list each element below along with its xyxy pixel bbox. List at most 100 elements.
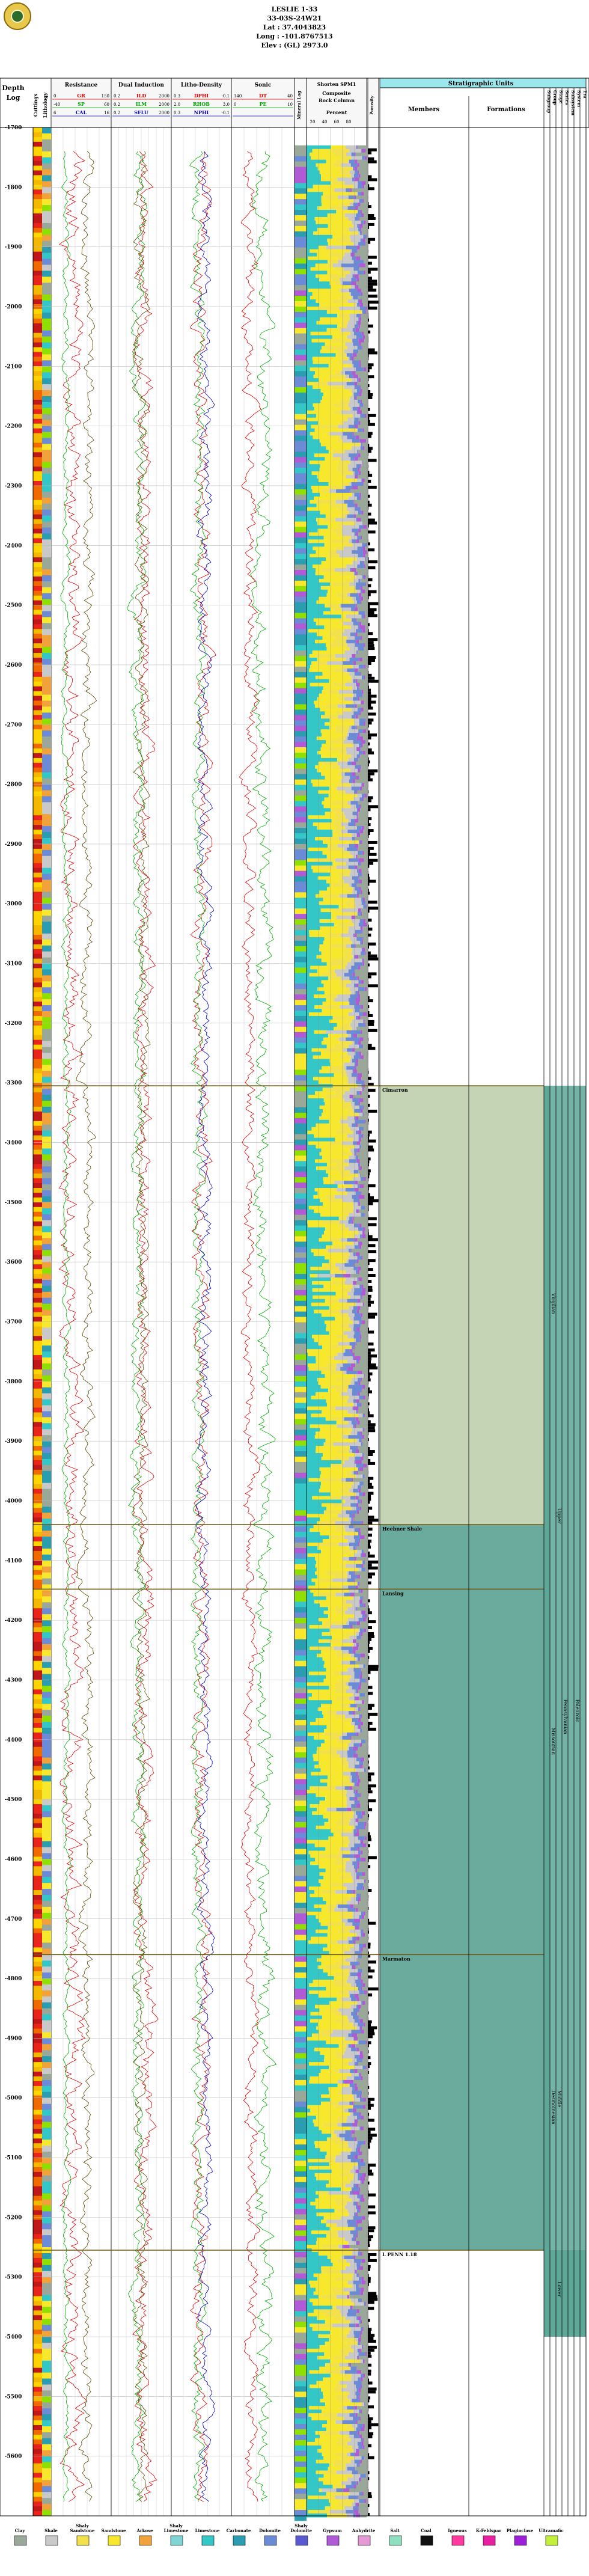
- composite-cell: [345, 1205, 354, 1210]
- lithology-cell: [42, 1059, 51, 1065]
- cuttings-cell: [33, 1957, 42, 1962]
- composite-cell: [356, 984, 359, 988]
- composite-cell: [307, 252, 317, 257]
- composite-cell: [361, 1335, 367, 1339]
- composite-cell: [362, 1589, 367, 1593]
- composite-cell: [359, 976, 367, 981]
- composite-cell: [358, 1023, 365, 1027]
- cuttings-cell: [33, 667, 42, 673]
- mineral-cell: [294, 817, 307, 823]
- composite-cell: [346, 1689, 356, 1693]
- mineral-cell: [294, 1715, 307, 1721]
- composite-cell: [356, 1750, 367, 1755]
- composite-cell: [321, 980, 340, 984]
- lithology-cell: [42, 1112, 51, 1119]
- lithology-cell: [42, 1769, 51, 1776]
- lithology-cell: [42, 1130, 51, 1137]
- composite-cell: [360, 1055, 364, 1059]
- composite-cell: [353, 1170, 358, 1174]
- composite-cell: [355, 779, 367, 784]
- composite-cell: [355, 1650, 367, 1654]
- composite-cell: [307, 1689, 308, 1693]
- composite-cell: [347, 464, 356, 468]
- mineral-cell: [294, 1015, 307, 1022]
- mineral-cell: [294, 1193, 307, 1199]
- composite-cell: [353, 203, 358, 207]
- mineral-cell: [294, 2026, 307, 2032]
- composite-cell: [362, 1814, 367, 1819]
- lithology-cell: [42, 826, 51, 833]
- mineral-cell: [294, 1913, 307, 1920]
- cuttings-cell: [33, 1842, 42, 1848]
- composite-cell: [326, 994, 338, 999]
- cuttings-cell: [33, 146, 42, 152]
- composite-cell: [319, 890, 346, 895]
- composite-cell: [354, 1148, 358, 1152]
- composite-cell: [357, 1814, 362, 1819]
- composite-cell: [346, 564, 358, 569]
- composite-cell: [341, 1782, 353, 1787]
- lithology-cell: [42, 910, 51, 916]
- composite-cell: [354, 1653, 361, 1658]
- composite-cell: [353, 1668, 361, 1672]
- composite-cell: [307, 640, 316, 644]
- composite-cell: [365, 1395, 367, 1400]
- composite-cell: [341, 1073, 347, 1077]
- composite-cell: [307, 1331, 329, 1335]
- cuttings-cell: [33, 830, 42, 835]
- composite-cell: [361, 148, 362, 153]
- composite-cell: [307, 1804, 310, 1808]
- mineral-cell: [294, 2198, 307, 2204]
- cuttings-cell: [33, 1474, 42, 1480]
- composite-cell: [319, 1152, 343, 1156]
- composite-cell: [361, 1668, 367, 1672]
- composite-cell: [358, 417, 367, 422]
- cuttings-cell: [33, 1412, 42, 1418]
- composite-cell: [335, 726, 350, 730]
- composite-cell: [346, 245, 357, 250]
- lithology-cell: [42, 187, 51, 194]
- composite-cell: [363, 1944, 367, 1948]
- cuttings-cell: [33, 471, 42, 477]
- composite-cell: [315, 704, 326, 708]
- composite-cell: [314, 1030, 322, 1035]
- composite-cell: [365, 557, 367, 561]
- composite-cell: [361, 1793, 367, 1797]
- composite-cell: [347, 1754, 353, 1758]
- composite-cell: [362, 1384, 365, 1389]
- composite-cell: [307, 1954, 322, 1959]
- composite-cell: [353, 1327, 357, 1332]
- cuttings-cell: [33, 366, 42, 372]
- composite-cell: [365, 263, 367, 268]
- composite-cell: [346, 1284, 353, 1289]
- composite-cell: [358, 1202, 361, 1207]
- composite-cell: [356, 736, 364, 741]
- mineral-cell: [294, 1897, 307, 1903]
- composite-cell: [353, 1814, 358, 1819]
- lithology-cell: [42, 880, 51, 886]
- mineral-cell: [294, 1375, 307, 1382]
- cuttings-cell: [33, 1985, 42, 1991]
- composite-cell: [344, 1986, 358, 1991]
- composite-cell: [332, 1241, 344, 1246]
- composite-cell: [316, 736, 339, 741]
- composite-cell: [365, 1653, 367, 1658]
- composite-cell: [319, 1872, 345, 1876]
- composite-cell: [316, 163, 333, 168]
- composite-cell: [345, 514, 347, 519]
- composite-cell: [360, 1804, 367, 1808]
- cuttings-cell: [33, 1355, 42, 1360]
- composite-cell: [331, 385, 344, 390]
- composite-cell: [308, 289, 338, 293]
- composite-cell: [362, 399, 367, 404]
- composite-cell: [329, 632, 343, 637]
- lithology-cell: [42, 271, 51, 277]
- composite-cell: [307, 812, 325, 816]
- composite-cell: [307, 1986, 326, 1991]
- mineral-cell: [294, 2182, 307, 2188]
- lithology-cell: [42, 730, 51, 737]
- composite-cell: [357, 546, 362, 551]
- composite-cell: [358, 317, 360, 322]
- composite-cell: [307, 245, 319, 250]
- composite-cell: [324, 1660, 341, 1665]
